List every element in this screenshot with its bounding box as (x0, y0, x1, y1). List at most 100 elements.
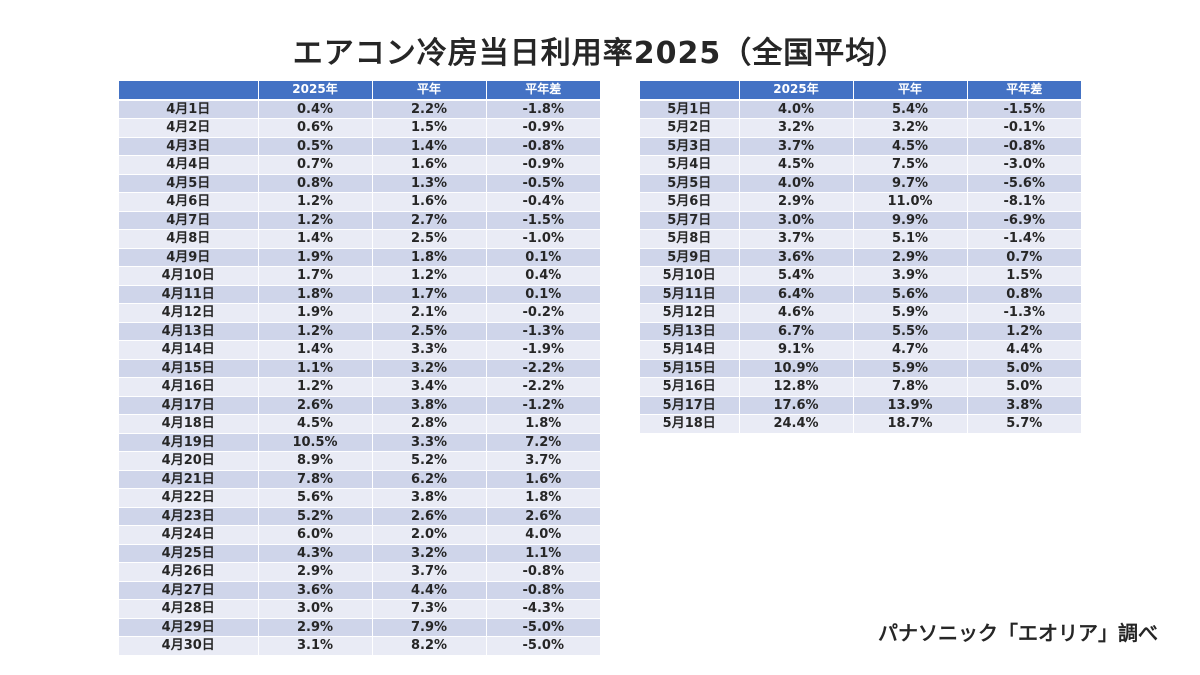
rate-2025-cell: 10.5% (258, 433, 373, 452)
table-header-row: 2025年 平年 平年差 (119, 81, 600, 101)
table-row: 4月30日 3.1% 8.2% -5.0% (119, 636, 600, 656)
difference-cell: -5.0% (486, 636, 600, 656)
normal-year-cell: 4.7% (853, 340, 968, 360)
date-cell: 4月6日 (119, 192, 259, 212)
table-row: 4月17日 2.6% 3.8% -1.2% (119, 396, 600, 415)
difference-cell: -0.8% (967, 137, 1081, 156)
normal-year-cell: 1.6% (372, 155, 487, 175)
rate-2025-cell: 3.6% (258, 581, 373, 600)
normal-year-cell: 3.2% (372, 359, 487, 378)
rate-2025-cell: 4.3% (258, 544, 373, 563)
date-cell: 5月12日 (640, 303, 740, 323)
date-cell: 4月23日 (119, 507, 259, 526)
source-credit: パナソニック「エオリア」調べ (878, 621, 1158, 645)
table-row: 5月1日 4.0% 5.4% -1.5% (640, 99, 1081, 119)
rate-2025-cell: 1.7% (258, 266, 373, 286)
rate-2025-cell: 1.2% (258, 192, 373, 212)
table-row: 4月16日 1.2% 3.4% -2.2% (119, 377, 600, 397)
year-2025-column-header: 2025年 (739, 81, 854, 101)
normal-year-column-header: 平年 (853, 81, 968, 101)
difference-cell: 4.0% (486, 525, 600, 545)
difference-cell: -0.9% (486, 118, 600, 138)
difference-column-header: 平年差 (967, 81, 1081, 101)
difference-cell: -1.4% (967, 229, 1081, 249)
table-row: 4月8日 1.4% 2.5% -1.0% (119, 229, 600, 249)
table-row: 5月4日 4.5% 7.5% -3.0% (640, 155, 1081, 175)
normal-year-cell: 5.5% (853, 322, 968, 341)
table-row: 4月1日 0.4% 2.2% -1.8% (119, 99, 600, 119)
normal-year-cell: 1.2% (372, 266, 487, 286)
difference-cell: -1.9% (486, 340, 600, 360)
table-row: 4月7日 1.2% 2.7% -1.5% (119, 211, 600, 230)
rate-2025-cell: 3.0% (739, 211, 854, 230)
normal-year-cell: 3.9% (853, 266, 968, 286)
difference-cell: -3.0% (967, 155, 1081, 175)
page-title: エアコン冷房当日利用率2025（全国平均） (292, 36, 908, 71)
rate-2025-cell: 6.0% (258, 525, 373, 545)
table-row: 5月15日 10.9% 5.9% 5.0% (640, 359, 1081, 378)
rate-2025-cell: 0.5% (258, 137, 373, 156)
date-cell: 5月14日 (640, 340, 740, 360)
rate-2025-cell: 4.5% (258, 414, 373, 434)
difference-cell: 5.0% (967, 377, 1081, 397)
date-cell: 4月20日 (119, 451, 259, 471)
rate-2025-cell: 3.7% (739, 137, 854, 156)
normal-year-cell: 3.7% (372, 562, 487, 582)
rate-2025-cell: 1.1% (258, 359, 373, 378)
date-cell: 5月11日 (640, 285, 740, 304)
rate-2025-cell: 4.5% (739, 155, 854, 175)
rate-2025-cell: 4.6% (739, 303, 854, 323)
table-row: 4月20日 8.9% 5.2% 3.7% (119, 451, 600, 471)
rate-2025-cell: 3.0% (258, 599, 373, 619)
normal-year-cell: 3.2% (372, 544, 487, 563)
year-2025-column-header: 2025年 (258, 81, 373, 101)
table-row: 4月19日 10.5% 3.3% 7.2% (119, 433, 600, 452)
difference-cell: 4.4% (967, 340, 1081, 360)
table-row: 4月10日 1.7% 1.2% 0.4% (119, 266, 600, 286)
rate-2025-cell: 3.6% (739, 248, 854, 267)
date-cell: 4月12日 (119, 303, 259, 323)
difference-cell: -1.3% (967, 303, 1081, 323)
difference-cell: -0.8% (486, 562, 600, 582)
table-header-row: 2025年 平年 平年差 (640, 81, 1081, 101)
normal-year-cell: 13.9% (853, 396, 968, 415)
difference-cell: -5.6% (967, 174, 1081, 193)
table-row: 5月12日 4.6% 5.9% -1.3% (640, 303, 1081, 323)
rate-2025-cell: 2.6% (258, 396, 373, 415)
normal-year-cell: 5.4% (853, 99, 968, 119)
difference-cell: -2.2% (486, 359, 600, 378)
table-row: 5月9日 3.6% 2.9% 0.7% (640, 248, 1081, 267)
table-row: 5月5日 4.0% 9.7% -5.6% (640, 174, 1081, 193)
date-cell: 5月6日 (640, 192, 740, 212)
normal-year-cell: 1.8% (372, 248, 487, 267)
rate-2025-cell: 24.4% (739, 414, 854, 434)
normal-year-cell: 9.9% (853, 211, 968, 230)
rate-2025-cell: 7.8% (258, 470, 373, 489)
rate-2025-cell: 4.0% (739, 174, 854, 193)
table-row: 5月7日 3.0% 9.9% -6.9% (640, 211, 1081, 230)
rate-2025-cell: 2.9% (258, 618, 373, 637)
difference-cell: -1.8% (486, 99, 600, 119)
date-cell: 4月10日 (119, 266, 259, 286)
rate-2025-cell: 0.7% (258, 155, 373, 175)
difference-cell: -1.5% (967, 99, 1081, 119)
date-cell: 4月9日 (119, 248, 259, 267)
table-row: 5月16日 12.8% 7.8% 5.0% (640, 377, 1081, 397)
normal-year-cell: 1.6% (372, 192, 487, 212)
rate-2025-cell: 1.9% (258, 248, 373, 267)
normal-year-cell: 5.2% (372, 451, 487, 471)
date-cell: 4月5日 (119, 174, 259, 193)
difference-cell: -5.0% (486, 618, 600, 637)
normal-year-cell: 2.5% (372, 229, 487, 249)
normal-year-column-header: 平年 (372, 81, 487, 101)
normal-year-cell: 3.8% (372, 396, 487, 415)
date-cell: 4月19日 (119, 433, 259, 452)
table-row: 4月23日 5.2% 2.6% 2.6% (119, 507, 600, 526)
normal-year-cell: 2.6% (372, 507, 487, 526)
table-row: 4月4日 0.7% 1.6% -0.9% (119, 155, 600, 175)
normal-year-cell: 8.2% (372, 636, 487, 656)
normal-year-cell: 11.0% (853, 192, 968, 212)
difference-cell: 0.4% (486, 266, 600, 286)
normal-year-cell: 1.3% (372, 174, 487, 193)
normal-year-cell: 2.9% (853, 248, 968, 267)
